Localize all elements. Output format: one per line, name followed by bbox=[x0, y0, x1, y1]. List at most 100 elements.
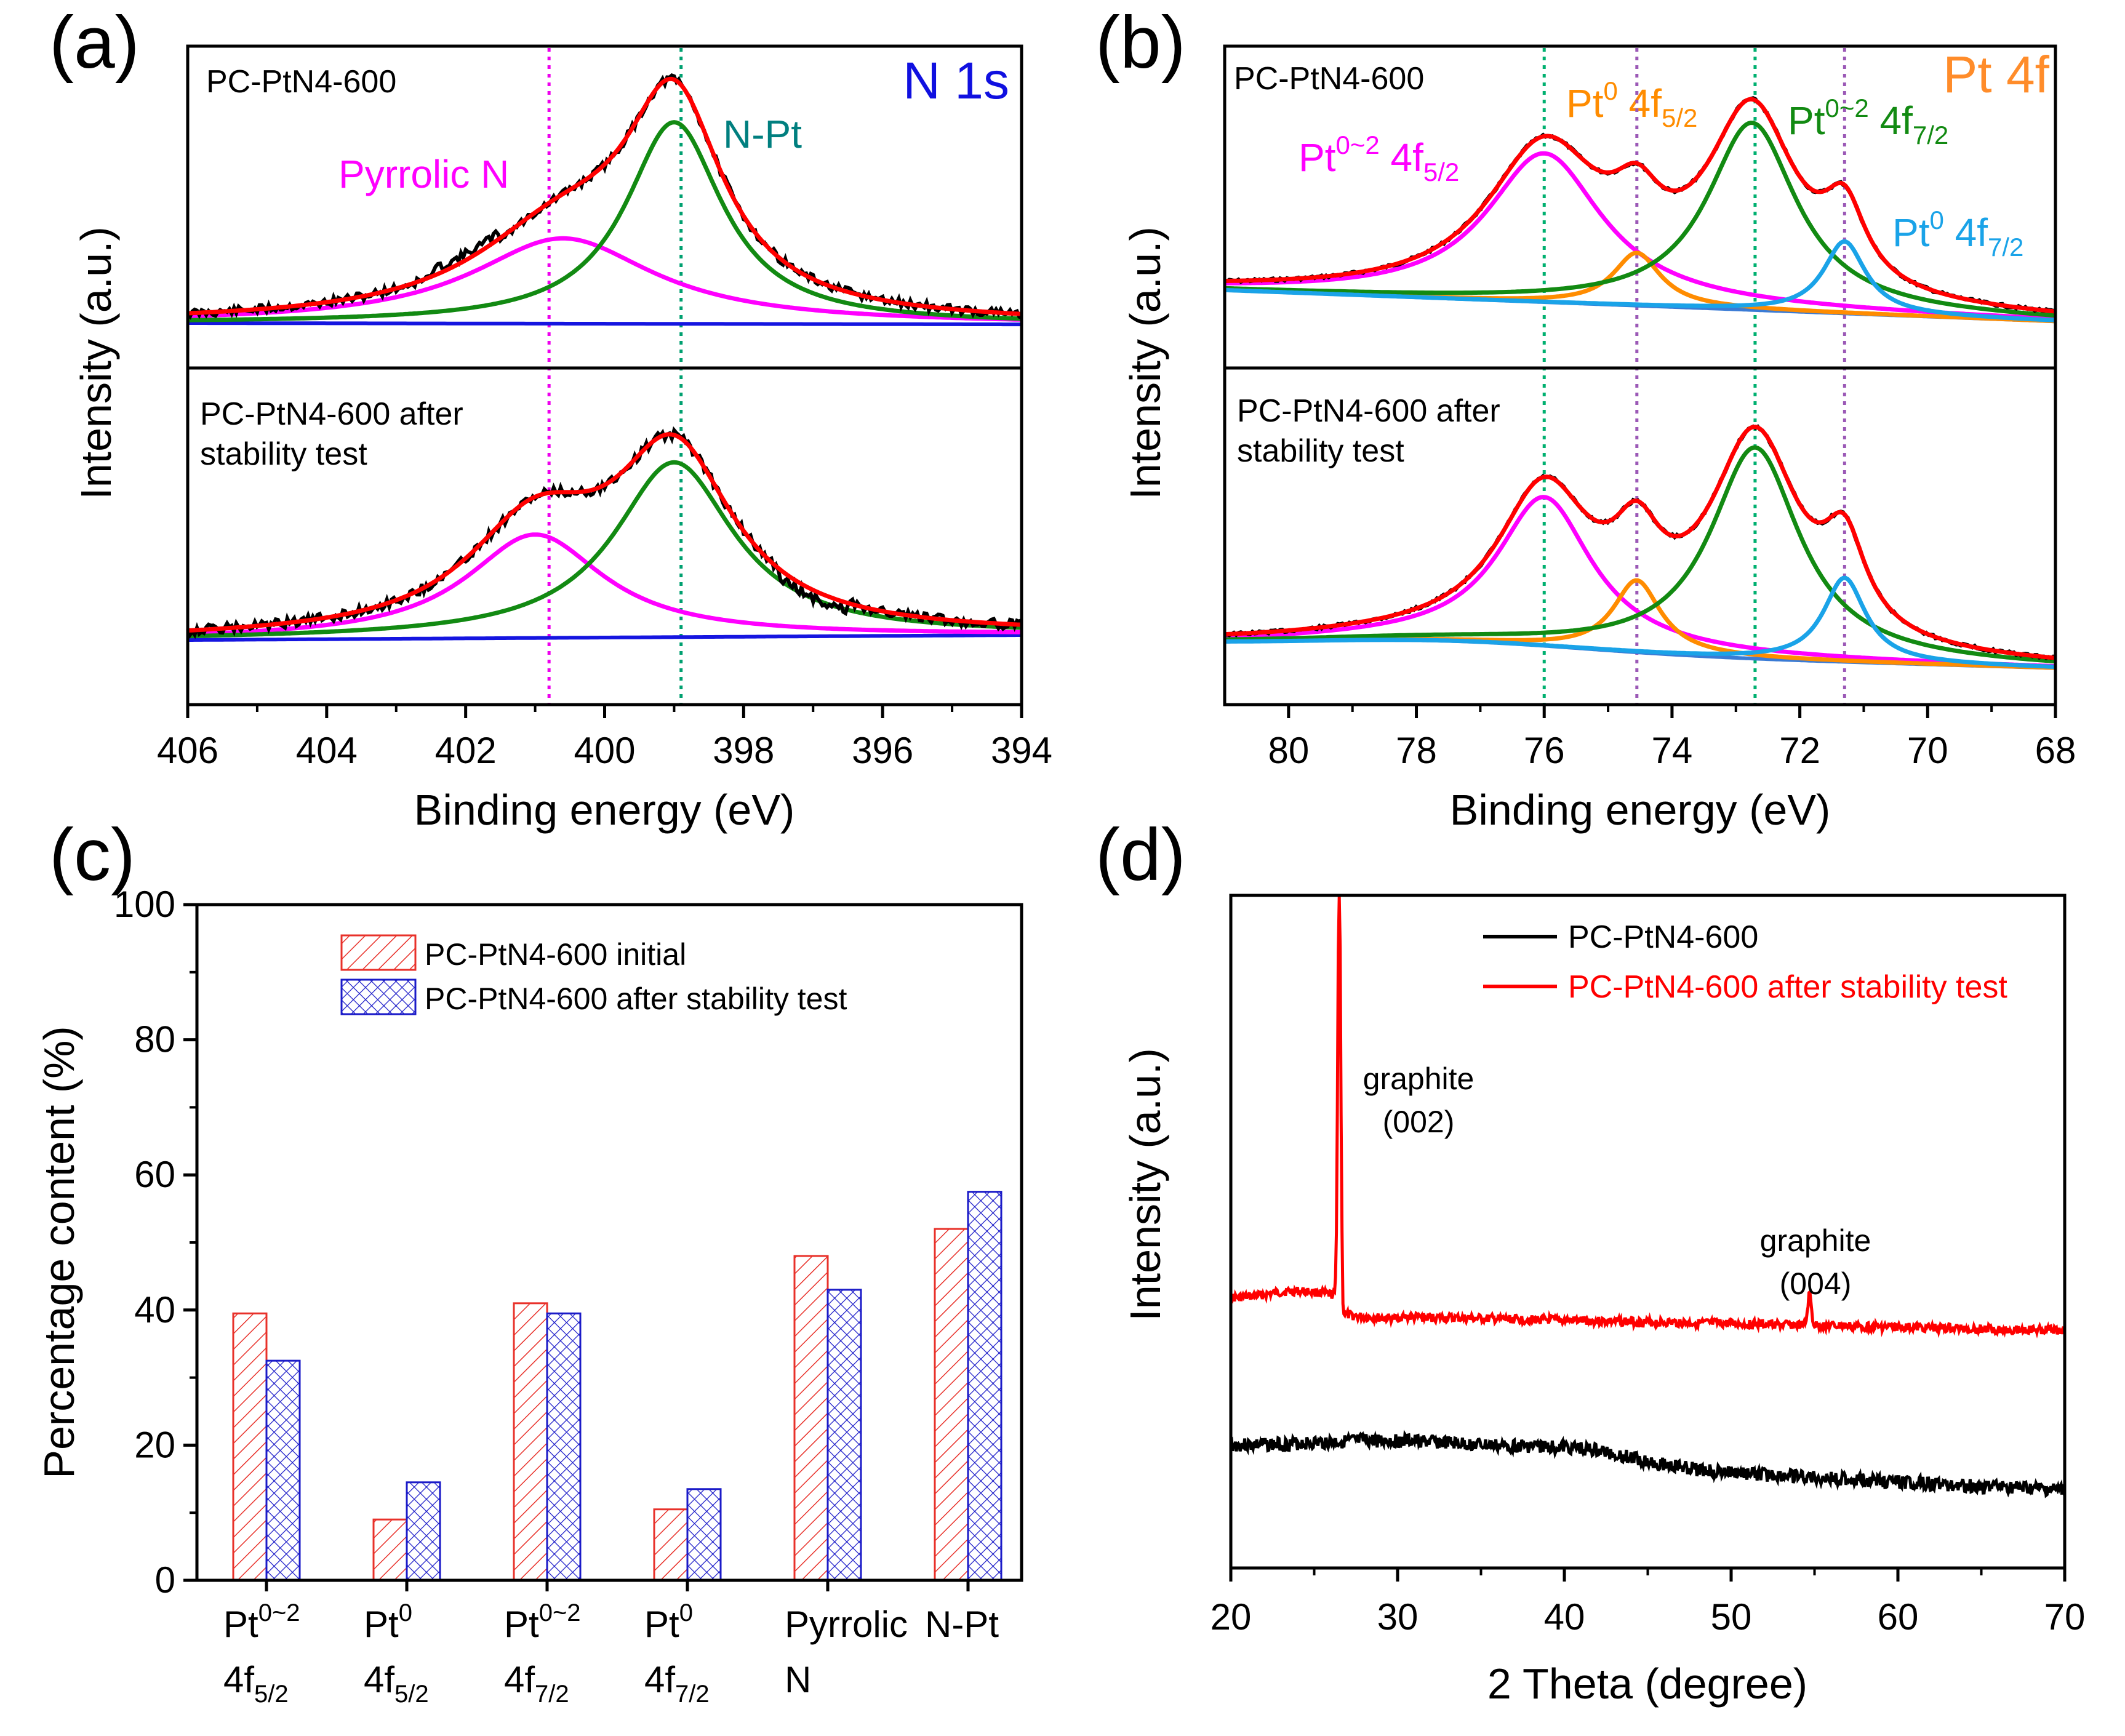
y-tick-label: 40 bbox=[134, 1289, 175, 1330]
y-tick-label: 0 bbox=[155, 1559, 175, 1601]
legend-label-red: PC-PtN4-600 after stability test bbox=[1568, 969, 2007, 1005]
x-tick-label: 398 bbox=[713, 730, 774, 771]
fit-envelope-line bbox=[1224, 425, 2056, 660]
panel-c-letter: (c) bbox=[49, 814, 135, 896]
fit-envelope-line bbox=[1225, 97, 2056, 314]
annot-graphite-002-line2: (002) bbox=[1383, 1105, 1455, 1139]
bar bbox=[546, 1312, 582, 1582]
category-label: 4f5/2 bbox=[223, 1659, 289, 1708]
category-label: 4f5/2 bbox=[364, 1659, 429, 1708]
bar bbox=[967, 1191, 1002, 1582]
background-line bbox=[188, 633, 1022, 642]
x-tick-label: 394 bbox=[991, 730, 1052, 771]
bar bbox=[653, 1508, 689, 1582]
bar bbox=[793, 1255, 829, 1582]
panel-a-annot-npt: N-Pt bbox=[723, 112, 802, 156]
category-label: 4f7/2 bbox=[504, 1659, 569, 1708]
bar bbox=[826, 1289, 862, 1582]
panel-d: (d) Intensity (a.u.) 20 30 40 50 60 70 PC-PtN… bbox=[1095, 814, 2085, 1708]
panel-b-sub2-label-line2: stability test bbox=[1237, 433, 1404, 469]
annot-graphite-004-line2: (004) bbox=[1780, 1266, 1852, 1301]
component-peak bbox=[1225, 445, 2056, 664]
panel-b-ylabel: Intensity (a.u.) bbox=[1121, 226, 1169, 500]
x-tick-label: 402 bbox=[435, 730, 497, 771]
panel-b-annot-pt0-7/2: Pt0 4f7/2 bbox=[1892, 206, 2023, 262]
bar bbox=[265, 1359, 301, 1582]
panel-d-plot: 20 30 40 50 60 70 bbox=[1211, 896, 2086, 1638]
bar bbox=[372, 1518, 408, 1582]
panel-c-plot: 0 20 40 60 80 100 Pt0~2 4f5/2 Pt0 4f5/2 Pt0~2 4f7/2… bbox=[114, 884, 1002, 1708]
component-peak bbox=[187, 460, 1022, 639]
x-tick-label: 20 bbox=[1211, 1596, 1252, 1638]
panel-c: (c) Percentage content (%) 0 20 40 60 80 100 P… bbox=[35, 814, 1023, 1708]
y-tick-label: 20 bbox=[134, 1424, 175, 1465]
annot-graphite-002-line1: graphite bbox=[1363, 1062, 1475, 1096]
x-tick-label: 70 bbox=[1907, 730, 1948, 771]
panel-d-legend: PC-PtN4-600 PC-PtN4-600 after stability … bbox=[1483, 919, 2007, 1005]
panel-a-sub2-label-line2: stability test bbox=[200, 436, 367, 472]
panel-d-letter: (d) bbox=[1095, 814, 1186, 896]
x-tick-label: 40 bbox=[1544, 1596, 1585, 1638]
x-tick-label: 400 bbox=[574, 730, 635, 771]
panel-b-title: Pt 4f bbox=[1943, 46, 2049, 103]
legend-label-black: PC-PtN4-600 bbox=[1568, 919, 1758, 955]
background-line bbox=[188, 321, 1022, 327]
legend-label-after: PC-PtN4-600 after stability test bbox=[425, 982, 847, 1016]
bar bbox=[686, 1488, 722, 1582]
panel-a-letter: (a) bbox=[49, 1, 140, 84]
legend-label-initial: PC-PtN4-600 initial bbox=[425, 937, 686, 972]
panel-b-annot-pt02-5/2: Pt0~2 4f5/2 bbox=[1299, 130, 1459, 186]
x-tick-label: 30 bbox=[1377, 1596, 1419, 1638]
x-tick-label: 70 bbox=[2044, 1596, 2086, 1638]
component-peak bbox=[187, 532, 1022, 637]
component-peak bbox=[188, 120, 1022, 322]
panel-a: (a) N 1s Intensity (a.u.) PC-PtN4-600 PC… bbox=[49, 1, 1052, 834]
component-peak bbox=[1224, 239, 2056, 322]
legend-swatch-initial bbox=[340, 934, 417, 971]
category-label: N bbox=[785, 1659, 811, 1700]
category-label: Pt0~2 bbox=[223, 1599, 300, 1645]
bar bbox=[406, 1481, 441, 1582]
panel-d-xlabel: 2 Theta (degree) bbox=[1487, 1660, 1807, 1708]
panel-b-annot-pt0-5/2: Pt0 4f5/2 bbox=[1566, 76, 1697, 132]
panel-b-annot-pt02-7/2: Pt0~2 4f7/2 bbox=[1788, 94, 1948, 150]
x-tick-label: 50 bbox=[1711, 1596, 1752, 1638]
category-label: Pt0 bbox=[644, 1599, 693, 1645]
x-tick-label: 396 bbox=[852, 730, 913, 771]
bar bbox=[513, 1302, 548, 1582]
fit-envelope-line bbox=[187, 432, 1022, 633]
panel-d-ylabel: Intensity (a.u.) bbox=[1121, 1048, 1169, 1321]
panel-b-letter: (b) bbox=[1095, 1, 1186, 84]
panel-a-plot: 406 404 402 400 398 396 394 bbox=[157, 48, 1052, 771]
x-tick-label: 68 bbox=[2035, 730, 2076, 771]
panel-b-xlabel: Binding energy (eV) bbox=[1450, 786, 1831, 834]
panel-a-annot-pyrrolic: Pyrrolic N bbox=[338, 152, 509, 196]
x-tick-label: 406 bbox=[157, 730, 218, 771]
x-tick-label: 60 bbox=[1878, 1596, 1919, 1638]
y-tick-label: 100 bbox=[114, 884, 175, 925]
x-tick-label: 78 bbox=[1396, 730, 1437, 771]
panel-b-frame bbox=[1223, 44, 2057, 706]
y-tick-label: 80 bbox=[134, 1019, 175, 1060]
category-label: Pyrrolic bbox=[785, 1604, 908, 1645]
x-tick-label: 80 bbox=[1268, 730, 1309, 771]
x-tick-label: 76 bbox=[1524, 730, 1565, 771]
component-peak bbox=[187, 236, 1022, 322]
y-tick-label: 60 bbox=[134, 1154, 175, 1195]
panel-a-title: N 1s bbox=[903, 52, 1009, 110]
panel-d-frame bbox=[1229, 894, 2067, 1570]
raw-data-line bbox=[186, 73, 1023, 320]
bar bbox=[934, 1228, 969, 1582]
bar bbox=[232, 1312, 268, 1582]
panel-a-frame bbox=[186, 44, 1023, 706]
category-label: N-Pt bbox=[925, 1604, 999, 1645]
fit-envelope-line bbox=[187, 76, 1022, 316]
xrd-line-pc-ptn4-600 bbox=[1229, 1430, 2067, 1498]
xrd-line-after-stability bbox=[1230, 896, 2067, 1338]
x-tick-label: 74 bbox=[1652, 730, 1693, 771]
panel-a-xlabel: Binding energy (eV) bbox=[414, 786, 795, 834]
panel-c-legend: PC-PtN4-600 initial PC-PtN4-600 after st… bbox=[340, 934, 847, 1016]
panel-a-sub2-label-line1: PC-PtN4-600 after bbox=[200, 396, 463, 432]
panel-c-ylabel: Percentage content (%) bbox=[35, 1026, 83, 1478]
